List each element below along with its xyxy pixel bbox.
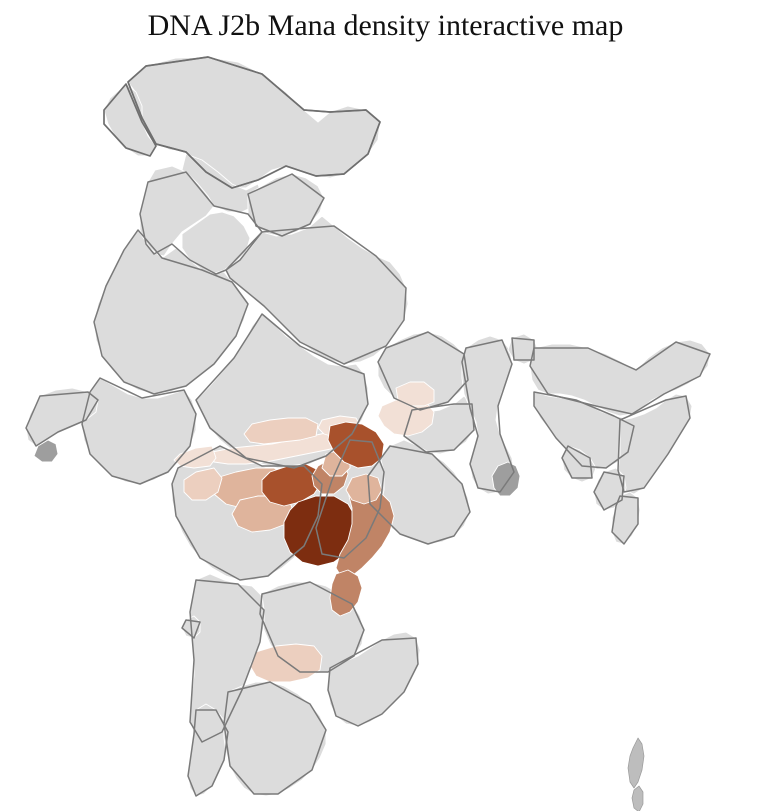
district-jalgaon[interactable] bbox=[183, 467, 223, 501]
state-borders bbox=[25, 56, 711, 797]
district-balaghat[interactable] bbox=[345, 473, 383, 505]
page-title: DNA J2b Mana density interactive map bbox=[147, 9, 624, 42]
map-viewport[interactable] bbox=[0, 48, 771, 811]
district-bidar[interactable] bbox=[249, 643, 323, 683]
district-sehore[interactable] bbox=[243, 417, 319, 445]
country-outline bbox=[103, 56, 381, 189]
district-wardha[interactable] bbox=[329, 569, 363, 617]
india-choropleth-map[interactable] bbox=[0, 48, 771, 811]
